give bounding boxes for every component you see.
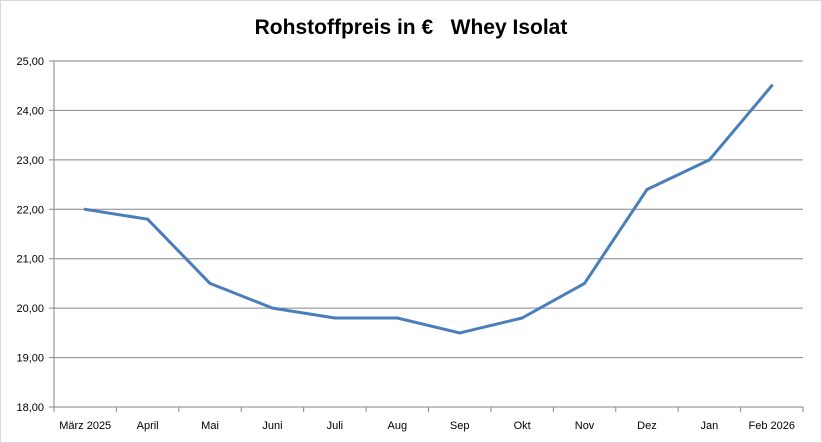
data-point <box>395 316 399 320</box>
data-point <box>146 217 150 221</box>
y-tick-label: 20,00 <box>16 303 44 315</box>
data-point <box>707 158 711 162</box>
x-tick-label: Feb 2026 <box>749 420 795 432</box>
y-tick-label: 21,00 <box>16 254 44 266</box>
x-tick-label: Aug <box>388 420 408 432</box>
series-line <box>83 84 774 335</box>
data-point <box>333 316 337 320</box>
y-tick-label: 18,00 <box>16 402 44 414</box>
y-tick-label: 22,00 <box>16 204 44 216</box>
x-tick-label: April <box>137 420 159 432</box>
series <box>83 84 774 335</box>
x-tick-label: März 2025 <box>59 420 111 432</box>
data-point <box>83 207 87 211</box>
data-point <box>645 188 649 192</box>
chart-title: Rohstoffpreis in € Whey Isolat <box>254 16 568 39</box>
y-tick-label: 23,00 <box>16 155 44 167</box>
x-tick-label: Juni <box>262 420 282 432</box>
x-tick-label: Jan <box>701 420 719 432</box>
x-tick-label: Juli <box>327 420 344 432</box>
data-point <box>583 281 587 285</box>
y-tick-labels: 18,00 19,00 20,00 21,00 22,00 23,00 24,00 25,00 <box>16 56 44 414</box>
y-tick-label: 19,00 <box>16 353 44 365</box>
y-tick-label: 24,00 <box>16 105 44 117</box>
x-tick-label: Sep <box>450 420 470 432</box>
x-tick-labels: März 2025 April Mai Juni Juli Aug Sep Okt Nov Dez… <box>59 420 795 432</box>
data-point <box>520 316 524 320</box>
x-tick-label: Nov <box>575 420 595 432</box>
data-point <box>770 84 774 88</box>
data-point <box>458 331 462 335</box>
gridlines <box>54 60 803 359</box>
axes <box>49 60 804 412</box>
x-tick-label: Okt <box>514 420 531 432</box>
x-tick-label: Mai <box>201 420 219 432</box>
data-point <box>270 306 274 310</box>
y-tick-label: 25,00 <box>16 56 44 68</box>
x-tick-label: Dez <box>637 420 657 432</box>
data-point <box>208 281 212 285</box>
